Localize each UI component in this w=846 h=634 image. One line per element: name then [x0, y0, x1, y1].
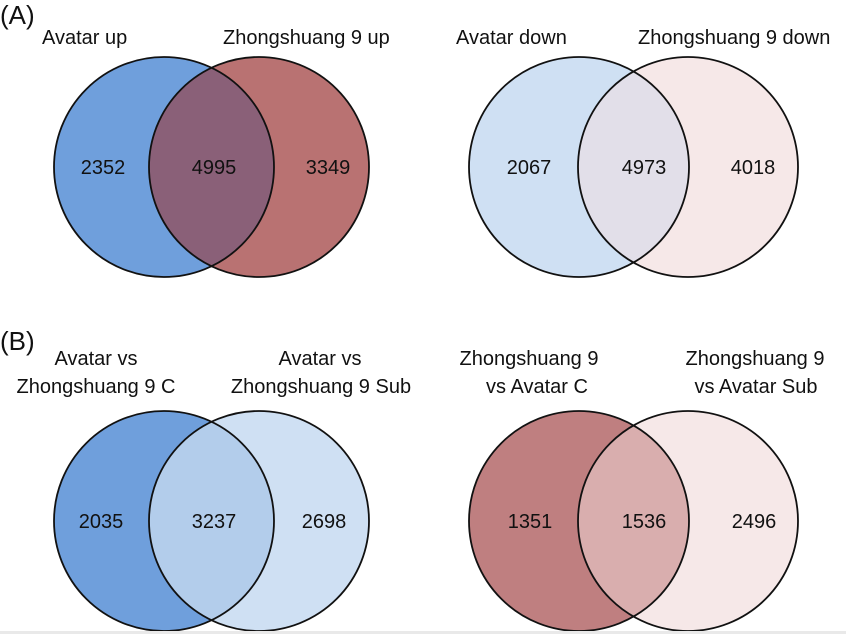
set-label-right-line-2: Zhongshuang 9 Sub	[231, 376, 411, 398]
set-label-left-line-2: Zhongshuang 9 C	[16, 376, 175, 398]
set-outline-right	[577, 56, 799, 278]
set-outline-left	[53, 56, 275, 278]
set-label-left: Avatar down	[456, 27, 567, 49]
venn-diagram-zhongshuang-vs-avatar-c-sub: Zhongshuang 9 vs Avatar C Zhongshuang 9 …	[459, 348, 825, 632]
count-left-only: 2067	[507, 157, 552, 179]
set-label-right-line-1: Zhongshuang 9	[685, 348, 824, 370]
panel-label-a: (A)	[0, 0, 35, 30]
panel-label-b: (B)	[0, 326, 35, 356]
set-outline-right	[148, 56, 370, 278]
venn-diagram-avatar-vs-zhongshuang-c-sub: Avatar vs Zhongshuang 9 C Avatar vs Zhon…	[16, 348, 411, 632]
set-label-right-line-2: vs Avatar Sub	[694, 376, 817, 398]
set-label-right: Zhongshuang 9 up	[223, 27, 390, 49]
set-overlap	[578, 411, 689, 631]
count-left-only: 2352	[81, 157, 126, 179]
count-overlap: 4973	[622, 157, 667, 179]
bottom-edge-strip	[0, 631, 846, 634]
set-label-left: Avatar up	[42, 27, 127, 49]
venn-diagram-avatar-vs-zhongshuang-down: Avatar down Zhongshuang 9 down 2067 4973…	[456, 27, 830, 278]
count-left-only: 2035	[79, 511, 124, 533]
set-overlap	[149, 411, 274, 631]
set-label-left-line-1: Avatar vs	[55, 348, 138, 370]
count-right-only: 4018	[731, 157, 776, 179]
set-overlap	[578, 57, 689, 277]
set-outline-left	[468, 56, 690, 278]
set-label-left-line-1: Zhongshuang 9	[459, 348, 598, 370]
count-right-only: 3349	[306, 157, 351, 179]
set-label-left-line-2: vs Avatar C	[486, 376, 588, 398]
count-right-only: 2698	[302, 511, 347, 533]
count-overlap: 4995	[192, 157, 237, 179]
set-label-right-line-1: Avatar vs	[279, 348, 362, 370]
count-overlap: 1536	[622, 511, 667, 533]
count-left-only: 1351	[508, 511, 553, 533]
set-overlap	[149, 57, 274, 277]
count-overlap: 3237	[192, 511, 237, 533]
set-label-right: Zhongshuang 9 down	[638, 27, 830, 49]
count-right-only: 2496	[732, 511, 777, 533]
venn-diagram-avatar-vs-zhongshuang-up: Avatar up Zhongshuang 9 up 2352 4995 334…	[42, 27, 390, 278]
